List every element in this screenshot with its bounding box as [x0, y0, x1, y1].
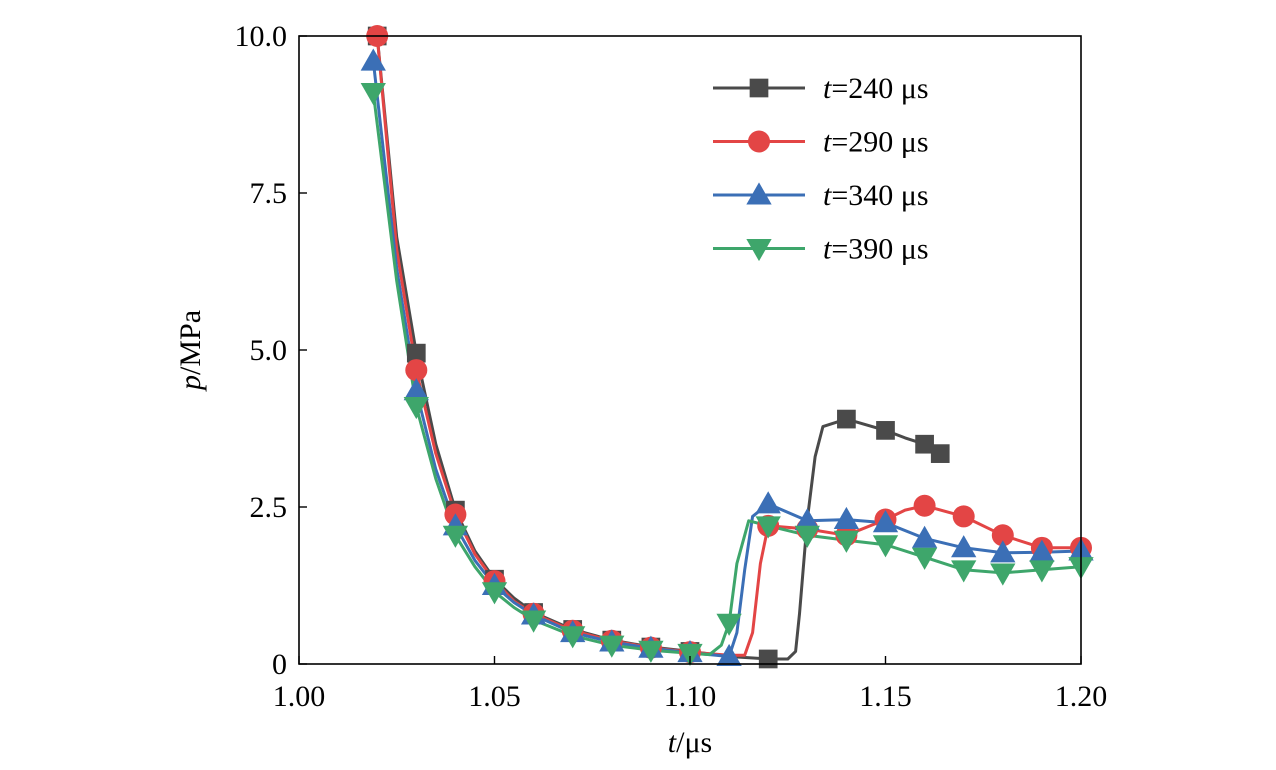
data-point-1 — [915, 434, 934, 454]
data-point-4 — [716, 613, 742, 636]
data-point-3 — [911, 525, 938, 548]
legend-marker-4 — [746, 239, 772, 262]
data-point-4 — [442, 525, 469, 548]
x-tick-label: 1.00 — [273, 680, 326, 713]
data-point-4 — [911, 547, 938, 570]
data-point-4 — [833, 530, 860, 553]
data-point-4 — [1029, 560, 1055, 583]
data-point-3 — [403, 378, 429, 401]
data-point-3 — [716, 643, 742, 666]
series-layer — [371, 36, 1081, 661]
data-point-3 — [794, 508, 820, 531]
legend-label-1: t=240 μs — [823, 72, 929, 105]
y-axis: 0 2.5 5.0 7.5 10.0 — [235, 20, 307, 681]
data-point-2 — [952, 505, 975, 528]
data-point-1 — [758, 649, 778, 669]
marker-layer — [360, 25, 1094, 669]
data-point-4 — [599, 635, 625, 658]
x-axis: 1.00 1.05 1.10 1.15 1.20 — [273, 656, 1108, 713]
legend-marker-3 — [746, 182, 772, 205]
data-point-1 — [837, 409, 856, 429]
data-point-4 — [990, 563, 1016, 586]
legend-marker-2 — [748, 130, 770, 153]
series-line-4 — [371, 91, 1081, 657]
data-point-4 — [403, 397, 429, 420]
data-point-4 — [951, 560, 977, 583]
legend: t=240 μs t=290 μs t=340 μs t=390 μs — [713, 72, 929, 266]
data-point-4 — [872, 535, 899, 558]
legend-marker-1 — [749, 78, 769, 98]
data-point-2 — [913, 494, 936, 517]
data-point-4 — [560, 626, 586, 649]
data-point-4 — [677, 643, 703, 666]
data-point-4 — [520, 610, 547, 633]
data-point-4 — [360, 83, 386, 106]
data-point-4 — [481, 582, 508, 605]
data-point-3 — [872, 510, 899, 533]
y-tick-label: 0 — [272, 648, 287, 681]
y-axis-label: p/MPa — [174, 310, 207, 392]
legend-label-3: t=340 μs — [823, 179, 929, 212]
data-point-3 — [360, 48, 386, 71]
data-point-3 — [755, 491, 781, 514]
data-point-2 — [405, 359, 428, 382]
x-tick-label: 1.10 — [664, 680, 717, 713]
x-axis-label: t/μs — [668, 726, 712, 759]
data-point-3 — [1029, 539, 1055, 562]
data-point-3 — [951, 535, 977, 558]
y-tick-label: 10.0 — [235, 20, 288, 53]
x-tick-label: 1.05 — [468, 680, 521, 713]
y-tick-label: 7.5 — [250, 177, 288, 210]
data-point-2 — [991, 524, 1014, 547]
data-point-1 — [406, 343, 426, 363]
data-point-4 — [638, 640, 664, 663]
legend-label-4: t=390 μs — [823, 233, 929, 266]
y-tick-label: 5.0 — [250, 334, 288, 367]
data-point-3 — [990, 540, 1016, 563]
legend-label-2: t=290 μs — [823, 126, 929, 159]
x-tick-label: 1.15 — [859, 680, 912, 713]
data-point-1 — [930, 444, 950, 463]
x-tick-label: 1.20 — [1055, 680, 1108, 713]
series-line-3 — [371, 59, 1081, 658]
data-point-4 — [794, 525, 820, 548]
data-point-1 — [876, 421, 895, 440]
y-tick-label: 2.5 — [250, 491, 288, 524]
data-point-3 — [833, 506, 860, 530]
data-point-4 — [755, 516, 781, 539]
